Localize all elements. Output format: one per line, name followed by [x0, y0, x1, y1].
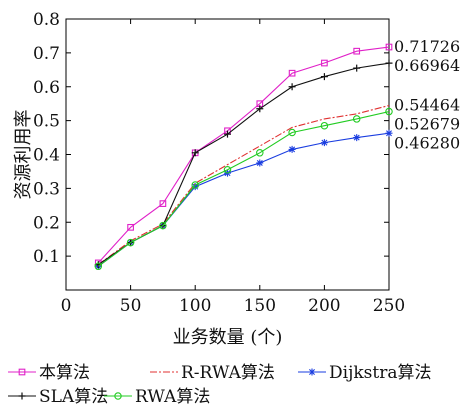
end-value-label: 0.71726 — [394, 37, 460, 56]
plus-marker — [385, 59, 393, 67]
circle-marker — [288, 128, 296, 137]
star-marker — [256, 159, 264, 167]
square-marker — [321, 59, 328, 67]
circle-marker — [223, 165, 232, 174]
square-marker — [385, 43, 393, 51]
x-tick-label: 200 — [308, 296, 340, 316]
square-marker — [353, 47, 361, 55]
plus-marker — [320, 73, 328, 81]
plus-marker — [191, 149, 199, 157]
y-tick-label: 0.7 — [33, 44, 60, 64]
square-marker — [18, 368, 26, 376]
series-2 — [97, 104, 390, 266]
star-marker — [320, 139, 328, 147]
circle-marker — [191, 181, 199, 189]
square-marker — [127, 223, 134, 231]
y-tick-label: 0.4 — [33, 146, 60, 166]
star-marker — [308, 368, 316, 376]
x-tick-label: 150 — [244, 296, 276, 316]
series-lines — [94, 43, 393, 271]
y-axis-title: 资源利用率 — [13, 110, 34, 200]
series-5 — [94, 107, 393, 271]
star-marker — [353, 134, 361, 142]
y-tick-label: 0.8 — [33, 10, 60, 30]
x-tick-label: 250 — [373, 296, 405, 316]
end-value-label: 0.66964 — [394, 56, 460, 75]
end-value-label: 0.46280 — [394, 134, 460, 153]
circle-marker — [320, 121, 329, 130]
axis-ticks: 0.1 0.2 0.3 0.4 0.5 0.6 0.7 0.8 0 50 100 150 200 250 — [33, 10, 405, 316]
star-marker — [385, 129, 393, 137]
legend-label: 本算法 — [39, 363, 90, 383]
legend: 本算法 R-RWA算法 Dijkstra算法 SLA算法 RWA算法 — [8, 363, 431, 407]
plot-frame — [65, 18, 390, 291]
circle-marker — [114, 392, 122, 400]
end-value-label: 0.54464 — [394, 96, 460, 115]
plus-marker — [353, 64, 361, 72]
legend-item: SLA算法 — [8, 387, 108, 407]
x-tick-label: 50 — [120, 296, 142, 316]
legend-label: RWA算法 — [135, 387, 210, 407]
x-axis-title: 业务数量 (个) — [173, 327, 283, 348]
series-3 — [94, 129, 393, 270]
y-tick-label: 0.2 — [33, 213, 60, 233]
square-marker — [288, 69, 296, 77]
legend-item: 本算法 — [8, 363, 90, 383]
legend-item: RWA算法 — [104, 387, 210, 407]
y-tick-label: 0.3 — [33, 179, 60, 199]
star-marker — [288, 145, 296, 153]
circle-marker — [94, 262, 103, 271]
circle-marker — [352, 115, 361, 123]
plus-marker — [18, 392, 26, 400]
end-value-label: 0.52679 — [394, 115, 460, 134]
star-marker — [191, 183, 199, 191]
legend-item: R-RWA算法 — [150, 363, 275, 383]
series-line — [97, 104, 390, 266]
y-tick-label: 0.5 — [33, 112, 60, 132]
series-line — [97, 111, 390, 267]
circle-marker — [385, 107, 393, 116]
legend-item: Dijkstra算法 — [298, 363, 431, 383]
y-tick-label: 0.1 — [33, 247, 60, 267]
plus-marker — [288, 83, 296, 91]
plus-marker — [224, 130, 231, 138]
square-marker — [159, 200, 167, 207]
legend-label: Dijkstra算法 — [329, 363, 431, 383]
plus-marker — [256, 105, 264, 113]
circle-marker — [126, 238, 135, 247]
circle-marker — [256, 149, 264, 157]
x-tick-label: 0 — [61, 296, 72, 316]
x-tick-label: 100 — [179, 296, 211, 316]
series-line — [97, 132, 390, 267]
legend-label: SLA算法 — [39, 387, 108, 407]
circle-marker — [159, 221, 167, 230]
series-line — [97, 46, 390, 264]
y-tick-label: 0.6 — [33, 78, 60, 98]
legend-label: R-RWA算法 — [181, 363, 275, 383]
